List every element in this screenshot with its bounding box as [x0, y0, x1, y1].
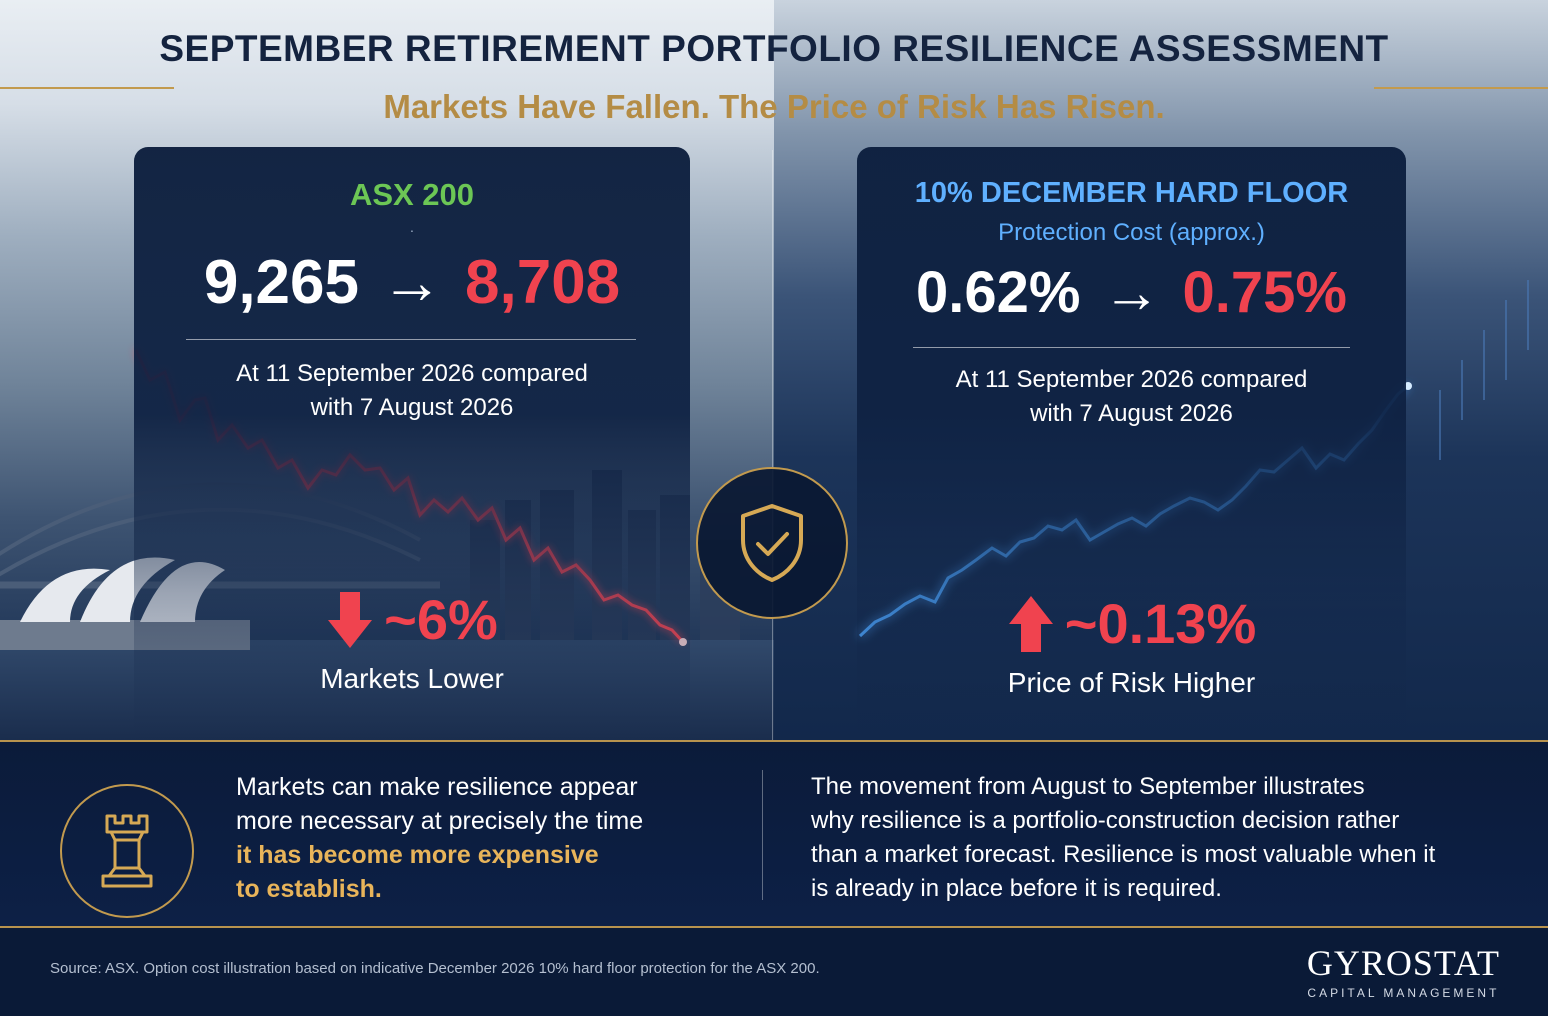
shield-check-icon	[741, 504, 803, 582]
chess-rook-icon	[101, 814, 153, 888]
asx-change-row: ~6%	[134, 587, 690, 652]
center-divider	[772, 150, 773, 740]
protection-change-value: ~0.13%	[1064, 592, 1257, 655]
asx-desc-line2: with 7 August 2026	[310, 394, 514, 421]
protection-card-description: At 11 September 2026 compared with 7 Aug…	[857, 363, 1406, 431]
asx-to-value: 8,708	[465, 248, 621, 317]
brand-logo: GYROSTAT CAPITAL MANAGEMENT	[1307, 942, 1500, 1000]
rook-badge	[60, 784, 194, 918]
page-title: SEPTEMBER RETIREMENT PORTFOLIO RESILIENC…	[159, 28, 1389, 69]
asx-value-change: 9,265 → 8,708	[134, 247, 690, 318]
protection-value-change: 0.62% → 0.75%	[857, 259, 1406, 326]
band-right-line2: why resilience is a portfolio-constructi…	[811, 807, 1400, 834]
protection-change-label: Price of Risk Higher	[1007, 667, 1256, 698]
asx-desc-line1: At 11 September 2026 compared	[236, 360, 588, 387]
protection-cost-card: 10% DECEMBER HARD FLOOR Protection Cost …	[857, 147, 1406, 742]
title-rule-right	[1374, 87, 1548, 89]
band-left-line1: Markets can make resilience appear	[236, 773, 638, 801]
protection-desc-line2: with 7 August 2026	[1030, 400, 1233, 427]
asx-from-value: 9,265	[203, 248, 359, 317]
title-rule-left	[0, 87, 174, 89]
protection-to-value: 0.75%	[1182, 260, 1347, 325]
page-subtitle: Markets Have Fallen. The Price of Risk H…	[383, 88, 1165, 125]
asx-card-rule	[186, 339, 636, 340]
asx-card-heading: ASX 200	[349, 177, 475, 212]
band-left-highlight2: to establish.	[236, 875, 382, 903]
source-note: Source: ASX. Option cost illustration ba…	[50, 960, 820, 977]
band-divider	[762, 770, 763, 900]
right-arrow-icon: →	[381, 248, 443, 317]
insight-band: Markets can make resilience appear more …	[0, 740, 1548, 928]
protection-change-row: ~0.13%	[857, 591, 1406, 656]
asx-change-label: Markets Lower	[320, 663, 504, 694]
footer: Source: ASX. Option cost illustration ba…	[0, 928, 1548, 1016]
right-arrow-icon: →	[1102, 260, 1161, 325]
asx-card-dot: .	[410, 219, 414, 235]
band-right-line3: than a market forecast. Resilience is mo…	[811, 841, 1436, 868]
band-right-line1: The movement from August to September il…	[811, 773, 1365, 800]
band-left-line2: more necessary at precisely the time	[236, 807, 644, 835]
asx-card: ASX 200 . 9,265 → 8,708 At 11 September 20…	[134, 147, 690, 742]
protection-from-value: 0.62%	[916, 260, 1081, 325]
asx-card-description: At 11 September 2026 compared with 7 Aug…	[134, 357, 690, 425]
arrow-down-icon	[328, 591, 373, 648]
shield-badge	[696, 467, 848, 619]
band-left-highlight1: it has become more expensive	[236, 841, 599, 869]
band-right-text: The movement from August to September il…	[811, 770, 1511, 906]
candlestick-background	[1439, 280, 1529, 460]
brand-subtitle: CAPITAL MANAGEMENT	[1307, 986, 1500, 1000]
protection-card-rule	[913, 347, 1350, 348]
protection-card-subheading: Protection Cost (approx.)	[998, 219, 1265, 246]
brand-name: GYROSTAT	[1306, 943, 1500, 983]
protection-card-heading: 10% DECEMBER HARD FLOOR	[914, 177, 1349, 209]
band-left-text: Markets can make resilience appear more …	[236, 770, 736, 906]
band-right-line4: is already in place before it is require…	[811, 875, 1222, 902]
protection-desc-line1: At 11 September 2026 compared	[955, 366, 1308, 393]
asx-change-value: ~6%	[384, 588, 498, 651]
arrow-up-icon	[1008, 595, 1053, 652]
